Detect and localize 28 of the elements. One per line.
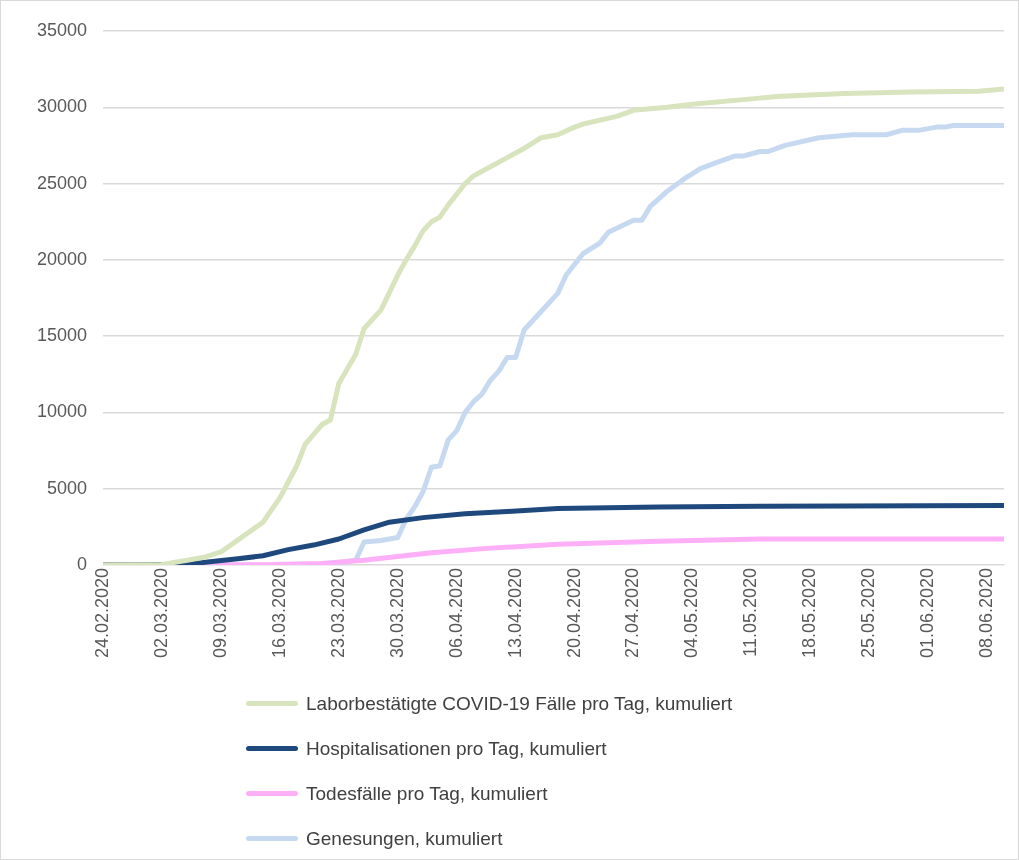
x-tick-label: 09.03.2020 [209,567,230,659]
y-tick-label: 0 [77,553,88,574]
y-tick-label: 15000 [36,325,88,346]
x-tick-label: 20.04.2020 [563,567,584,659]
x-tick-label: 16.03.2020 [268,567,289,659]
x-tick-label: 27.04.2020 [622,567,643,659]
y-tick-label: 5000 [47,477,88,498]
x-tick-label: 04.05.2020 [681,567,702,659]
x-tick-label: 18.05.2020 [799,567,820,659]
x-tick-label: 25.05.2020 [858,567,879,659]
x-tick-label: 01.06.2020 [917,567,938,659]
legend-label: Laborbestätigte COVID-19 Fälle pro Tag, kumuliert [306,692,733,715]
x-tick-label: 13.04.2020 [504,567,525,659]
y-tick-label: 20000 [36,248,88,269]
legend-label: Genesungen, kumuliert [306,827,503,850]
legend-label: Todesfälle pro Tag, kumuliert [306,782,548,805]
x-tick-label: 24.02.2020 [92,567,113,659]
y-tick-label: 10000 [36,401,88,422]
y-tick-label: 35000 [36,19,88,40]
x-tick-label: 30.03.2020 [386,567,407,659]
legend-label: Hospitalisationen pro Tag, kumuliert [306,737,607,760]
x-tick-label: 06.04.2020 [445,567,466,659]
x-tick-label: 08.06.2020 [976,567,997,659]
x-tick-label: 11.05.2020 [740,567,761,657]
y-tick-label: 25000 [36,172,88,193]
x-tick-label: 02.03.2020 [150,567,171,659]
x-tick-label: 23.03.2020 [327,567,348,659]
y-tick-label: 30000 [36,96,88,117]
